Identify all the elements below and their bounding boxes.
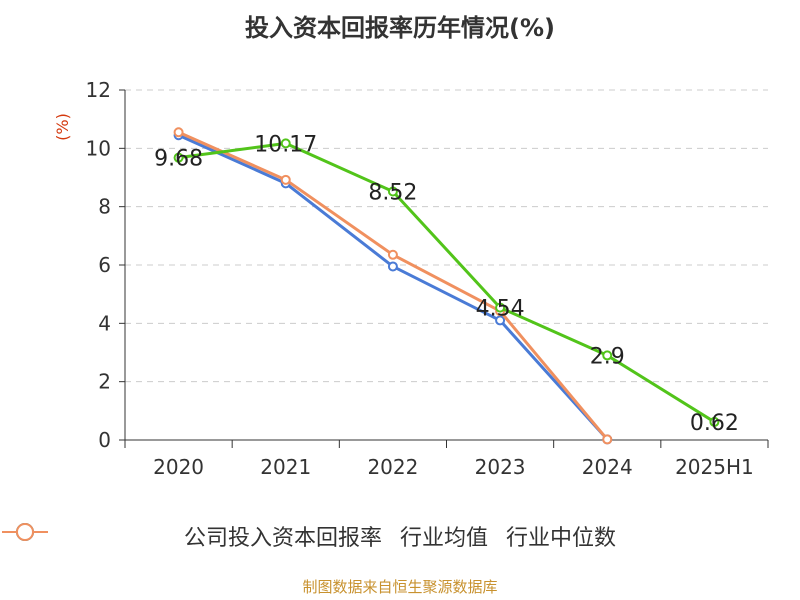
data-point (495, 315, 506, 326)
data-point (387, 249, 398, 260)
y-tick-label: 8 (98, 195, 111, 219)
legend-label: 行业均值 (399, 526, 488, 551)
data-point (280, 174, 291, 185)
x-tick-label: 2025H1 (675, 455, 754, 479)
y-axis-label: (%) (53, 113, 72, 141)
source-note: 制图数据来自恒生聚源数据库 (302, 578, 498, 596)
data-point (387, 261, 398, 272)
y-tick-label: 10 (86, 136, 111, 160)
data-point (495, 302, 506, 313)
x-tick-label: 2021 (260, 455, 311, 479)
x-tick-label: 2023 (475, 455, 526, 479)
legend-label: 公司投入资本回报率 (183, 526, 382, 551)
data-point (602, 350, 613, 361)
legend-label: 行业中位数 (506, 526, 617, 551)
data-label: 10.17 (254, 132, 317, 157)
data-point (280, 138, 291, 149)
data-label: 0.62 (690, 411, 739, 436)
data-label: 9.68 (154, 147, 203, 172)
y-tick-label: 0 (98, 428, 111, 452)
data-point (173, 152, 184, 163)
legend-item-industry-median[interactable]: 行业中位数 (2, 520, 617, 552)
series-line (178, 141, 716, 424)
y-tick-label: 6 (98, 253, 111, 277)
data-point (387, 186, 398, 197)
data-point (173, 127, 184, 138)
legend: 公司投入资本回报率 行业均值 行业中位数 (0, 520, 800, 552)
x-tick-label: 2022 (367, 455, 418, 479)
legend-line-icon (2, 523, 48, 541)
y-tick-label: 2 (98, 370, 111, 394)
x-tick-label: 2024 (582, 455, 633, 479)
chart-title: 投入资本回报率历年情况(%) (245, 14, 555, 42)
data-label: 2.9 (590, 344, 625, 369)
data-point (602, 434, 613, 445)
legend-item-company[interactable]: 公司投入资本回报率 (2, 520, 382, 552)
legend-item-industry-mean[interactable]: 行业均值 (2, 520, 488, 552)
y-tick-label: 12 (86, 78, 111, 102)
data-point (709, 416, 720, 427)
data-label: 4.54 (476, 297, 525, 322)
y-tick-label: 4 (98, 311, 111, 335)
x-tick-label: 2020 (153, 455, 204, 479)
data-label: 8.52 (368, 181, 417, 206)
series-line (177, 130, 609, 441)
